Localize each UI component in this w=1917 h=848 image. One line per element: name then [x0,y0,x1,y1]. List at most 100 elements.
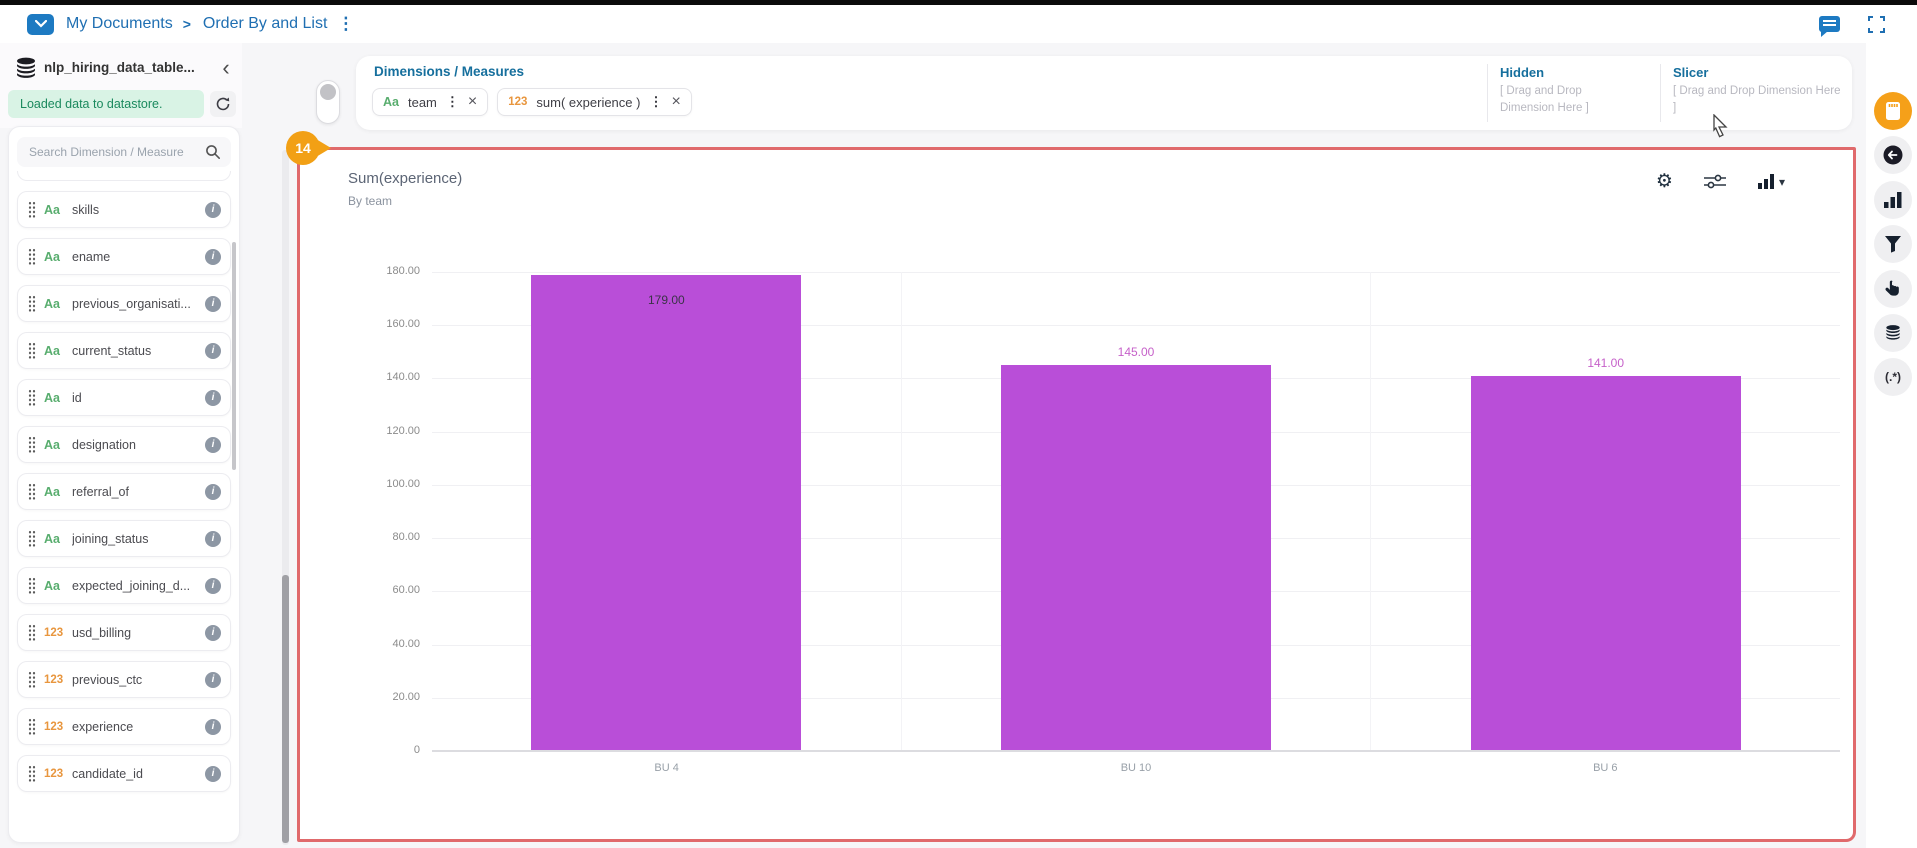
chart-type-selector[interactable]: ▾ [1757,173,1785,190]
field-row[interactable]: Aa current_status i [17,332,231,369]
canvas-scrollbar-track[interactable] [282,150,289,845]
datastore-button[interactable] [1874,314,1912,352]
select-button[interactable] [1874,270,1912,308]
back-button[interactable] [1874,136,1912,174]
chart-view-button[interactable] [1874,181,1912,219]
hidden-dropzone[interactable]: Hidden [ Drag and Drop Dimension Here ] [1487,64,1647,122]
chip-close-icon[interactable]: × [671,93,681,110]
field-row[interactable]: 123 usd_billing i [17,614,231,651]
search-box[interactable] [17,137,231,167]
field-chip[interactable]: 123 sum( experience ) ⋮ × [497,88,692,116]
info-icon[interactable]: i [205,530,221,547]
bar-chart-icon [1884,192,1902,208]
field-row[interactable]: Aa referral_of i [17,473,231,510]
chip-close-icon[interactable]: × [467,93,478,110]
drag-handle-icon[interactable] [28,530,36,547]
field-row[interactable]: Aa ename i [17,238,231,275]
info-icon[interactable]: i [205,577,221,594]
x-tick-label: BU 6 [1593,762,1618,774]
info-icon[interactable]: i [205,342,221,359]
chip-menu-icon[interactable]: ⋮ [445,94,459,109]
field-row[interactable]: Aa joining_status i [17,520,231,557]
drag-handle-icon[interactable] [28,436,36,453]
drag-handle-icon[interactable] [28,483,36,500]
sliders-icon[interactable] [1703,173,1727,190]
regex-button[interactable]: (.*) [1874,358,1912,396]
slicer-dropzone[interactable]: Slicer [ Drag and Drop Dimension Here ] [1660,64,1845,122]
field-name: current_status [72,343,152,358]
chip-row: Aa team ⋮ × 123 sum( experience ) ⋮ × [372,88,692,116]
y-tick-label: 160.00 [386,318,420,331]
chart-subtitle: By team [348,194,393,208]
field-row[interactable]: 123 candidate_id i [17,755,231,792]
field-row[interactable]: Aa skills i [17,191,231,228]
y-tick-label: 20.00 [392,690,420,703]
drag-handle-icon[interactable] [28,201,36,218]
drag-handle-icon[interactable] [28,577,36,594]
info-icon[interactable]: i [205,483,221,500]
panel-toggle[interactable] [316,80,340,124]
info-icon[interactable]: i [205,624,221,641]
gridline [432,325,1840,327]
bar-bu-6[interactable]: 141.00 [1470,356,1741,750]
filter-button[interactable] [1874,225,1912,263]
page-menu-dots[interactable]: ⋮ [337,14,355,33]
field-name: designation [72,437,136,452]
field-row[interactable]: Aa previous_organisati... i [17,285,231,322]
chart-toolbar: ⚙ ▾ [1656,172,1785,191]
refresh-button[interactable] [210,91,236,117]
gridline [432,751,1840,752]
folder-icon[interactable] [27,13,54,35]
drag-handle-icon[interactable] [28,765,36,782]
info-icon[interactable]: i [205,436,221,453]
chevron-down-icon [34,20,47,28]
field-type-label: Aa [44,202,60,217]
database-icon [1886,325,1900,340]
drag-handle-icon[interactable] [28,671,36,688]
bar-bu-4[interactable]: 179.00 [531,274,802,750]
chip-menu-icon[interactable]: ⋮ [649,94,663,109]
field-row[interactable]: Aa designation i [17,426,231,463]
field-chip[interactable]: Aa team ⋮ × [372,88,489,116]
field-row[interactable]: Aa id i [17,379,231,416]
field-row[interactable]: 123 experience i [17,708,231,745]
drag-handle-icon[interactable] [28,295,36,312]
drag-handle-icon[interactable] [28,718,36,735]
comments-icon[interactable] [1819,16,1840,37]
canvas-scrollbar-thumb[interactable] [282,575,289,843]
fullscreen-icon[interactable] [1868,15,1885,33]
field-type-label: 123 [44,720,64,733]
bar-bu-10[interactable]: 145.00 [1001,345,1271,750]
info-icon[interactable]: i [205,248,221,265]
drag-handle-icon[interactable] [28,342,36,359]
sidebar-collapse-button[interactable]: ‹ [222,55,230,80]
hidden-title: Hidden [1500,65,1545,80]
field-list-scrollbar[interactable] [232,242,236,470]
drag-handle-icon[interactable] [28,624,36,641]
slicer-hint: [ Drag and Drop Dimension Here ] [1673,85,1841,114]
table-icon [17,57,35,78]
field-list: Aa skills i Aa ename i Aa previous_organ… [17,191,231,802]
topbar-actions [1819,15,1885,37]
settings-gear-icon[interactable]: ⚙ [1655,171,1673,192]
info-icon[interactable]: i [205,389,221,406]
info-icon[interactable]: i [205,718,221,735]
info-icon[interactable]: i [205,671,221,688]
drag-handle-icon[interactable] [28,248,36,265]
info-icon[interactable]: i [205,201,221,218]
annotation-badge-tail [316,139,331,157]
category-band: 141.00 [1370,272,1840,750]
field-row[interactable]: 123 previous_ctc i [17,661,231,698]
bar-bands: 179.00 145.00 141.00 [432,272,1840,750]
search-input[interactable] [27,144,205,160]
info-icon[interactable]: i [205,295,221,312]
field-row[interactable]: Aa expected_joining_d... i [17,567,231,604]
data-card-button[interactable] [1874,92,1912,130]
search-icon[interactable] [205,144,221,160]
drag-handle-icon[interactable] [28,389,36,406]
breadcrumb-root[interactable]: My Documents [66,15,173,32]
breadcrumb-page[interactable]: Order By and List [202,15,328,32]
chip-type-label: 123 [508,96,528,108]
regex-icon: (.*) [1885,370,1901,384]
info-icon[interactable]: i [205,765,221,782]
